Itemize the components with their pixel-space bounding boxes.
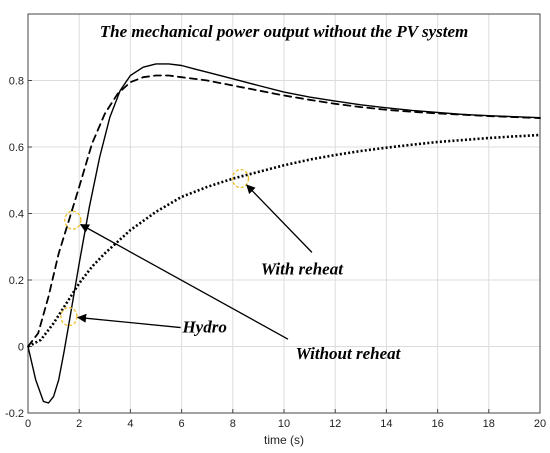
y-tick-label: 0.2 bbox=[9, 275, 24, 287]
x-tick-label: 14 bbox=[380, 418, 392, 430]
series-line-hydro bbox=[27, 63, 541, 404]
chart-title: The mechanical power output without the … bbox=[100, 22, 469, 41]
y-tick-label: -0.2 bbox=[5, 408, 24, 420]
axis-ticks: 0 2 4 6 8 10 12 14 16 18 20-0.200.20.40.60.8 bbox=[5, 76, 546, 431]
highlight-circle-hydro bbox=[60, 306, 78, 327]
series-lines bbox=[27, 63, 541, 404]
x-tick-label: 4 bbox=[127, 418, 133, 430]
y-tick-label: 0.6 bbox=[9, 142, 24, 154]
series-line-with-reheat bbox=[27, 133, 541, 348]
x-tick-label: 10 bbox=[278, 418, 290, 430]
annotation-arrow-without-reheat bbox=[79, 223, 289, 340]
series-line-without-reheat bbox=[27, 74, 541, 348]
highlight-circle-without-reheat bbox=[64, 210, 82, 230]
x-tick-label: 18 bbox=[483, 418, 495, 430]
y-tick-label: 0.4 bbox=[9, 209, 24, 221]
x-tick-label: 20 bbox=[534, 418, 546, 430]
annotation-label-with-reheat: With reheat bbox=[261, 259, 344, 278]
annotation-label-without-reheat: Without reheat bbox=[296, 344, 402, 363]
annotation-label-hydro: Hydro bbox=[181, 318, 226, 337]
annotation-arrow-hydro bbox=[77, 313, 181, 329]
y-tick-label: 0.8 bbox=[9, 76, 24, 88]
annotation-arrow-with-reheat bbox=[246, 184, 313, 253]
x-tick-label: 0 bbox=[25, 418, 31, 430]
y-tick-label: 0 bbox=[18, 342, 24, 354]
x-tick-label: 6 bbox=[179, 418, 185, 430]
x-tick-label: 2 bbox=[76, 418, 82, 430]
x-tick-label: 12 bbox=[329, 418, 341, 430]
highlight-circle-with-reheat bbox=[231, 168, 250, 189]
x-axis-label: time (s) bbox=[264, 433, 304, 447]
x-tick-label: 16 bbox=[431, 418, 443, 430]
annotations: With reheat Hydro Without reheat bbox=[60, 168, 402, 363]
x-tick-label: 8 bbox=[230, 418, 236, 430]
